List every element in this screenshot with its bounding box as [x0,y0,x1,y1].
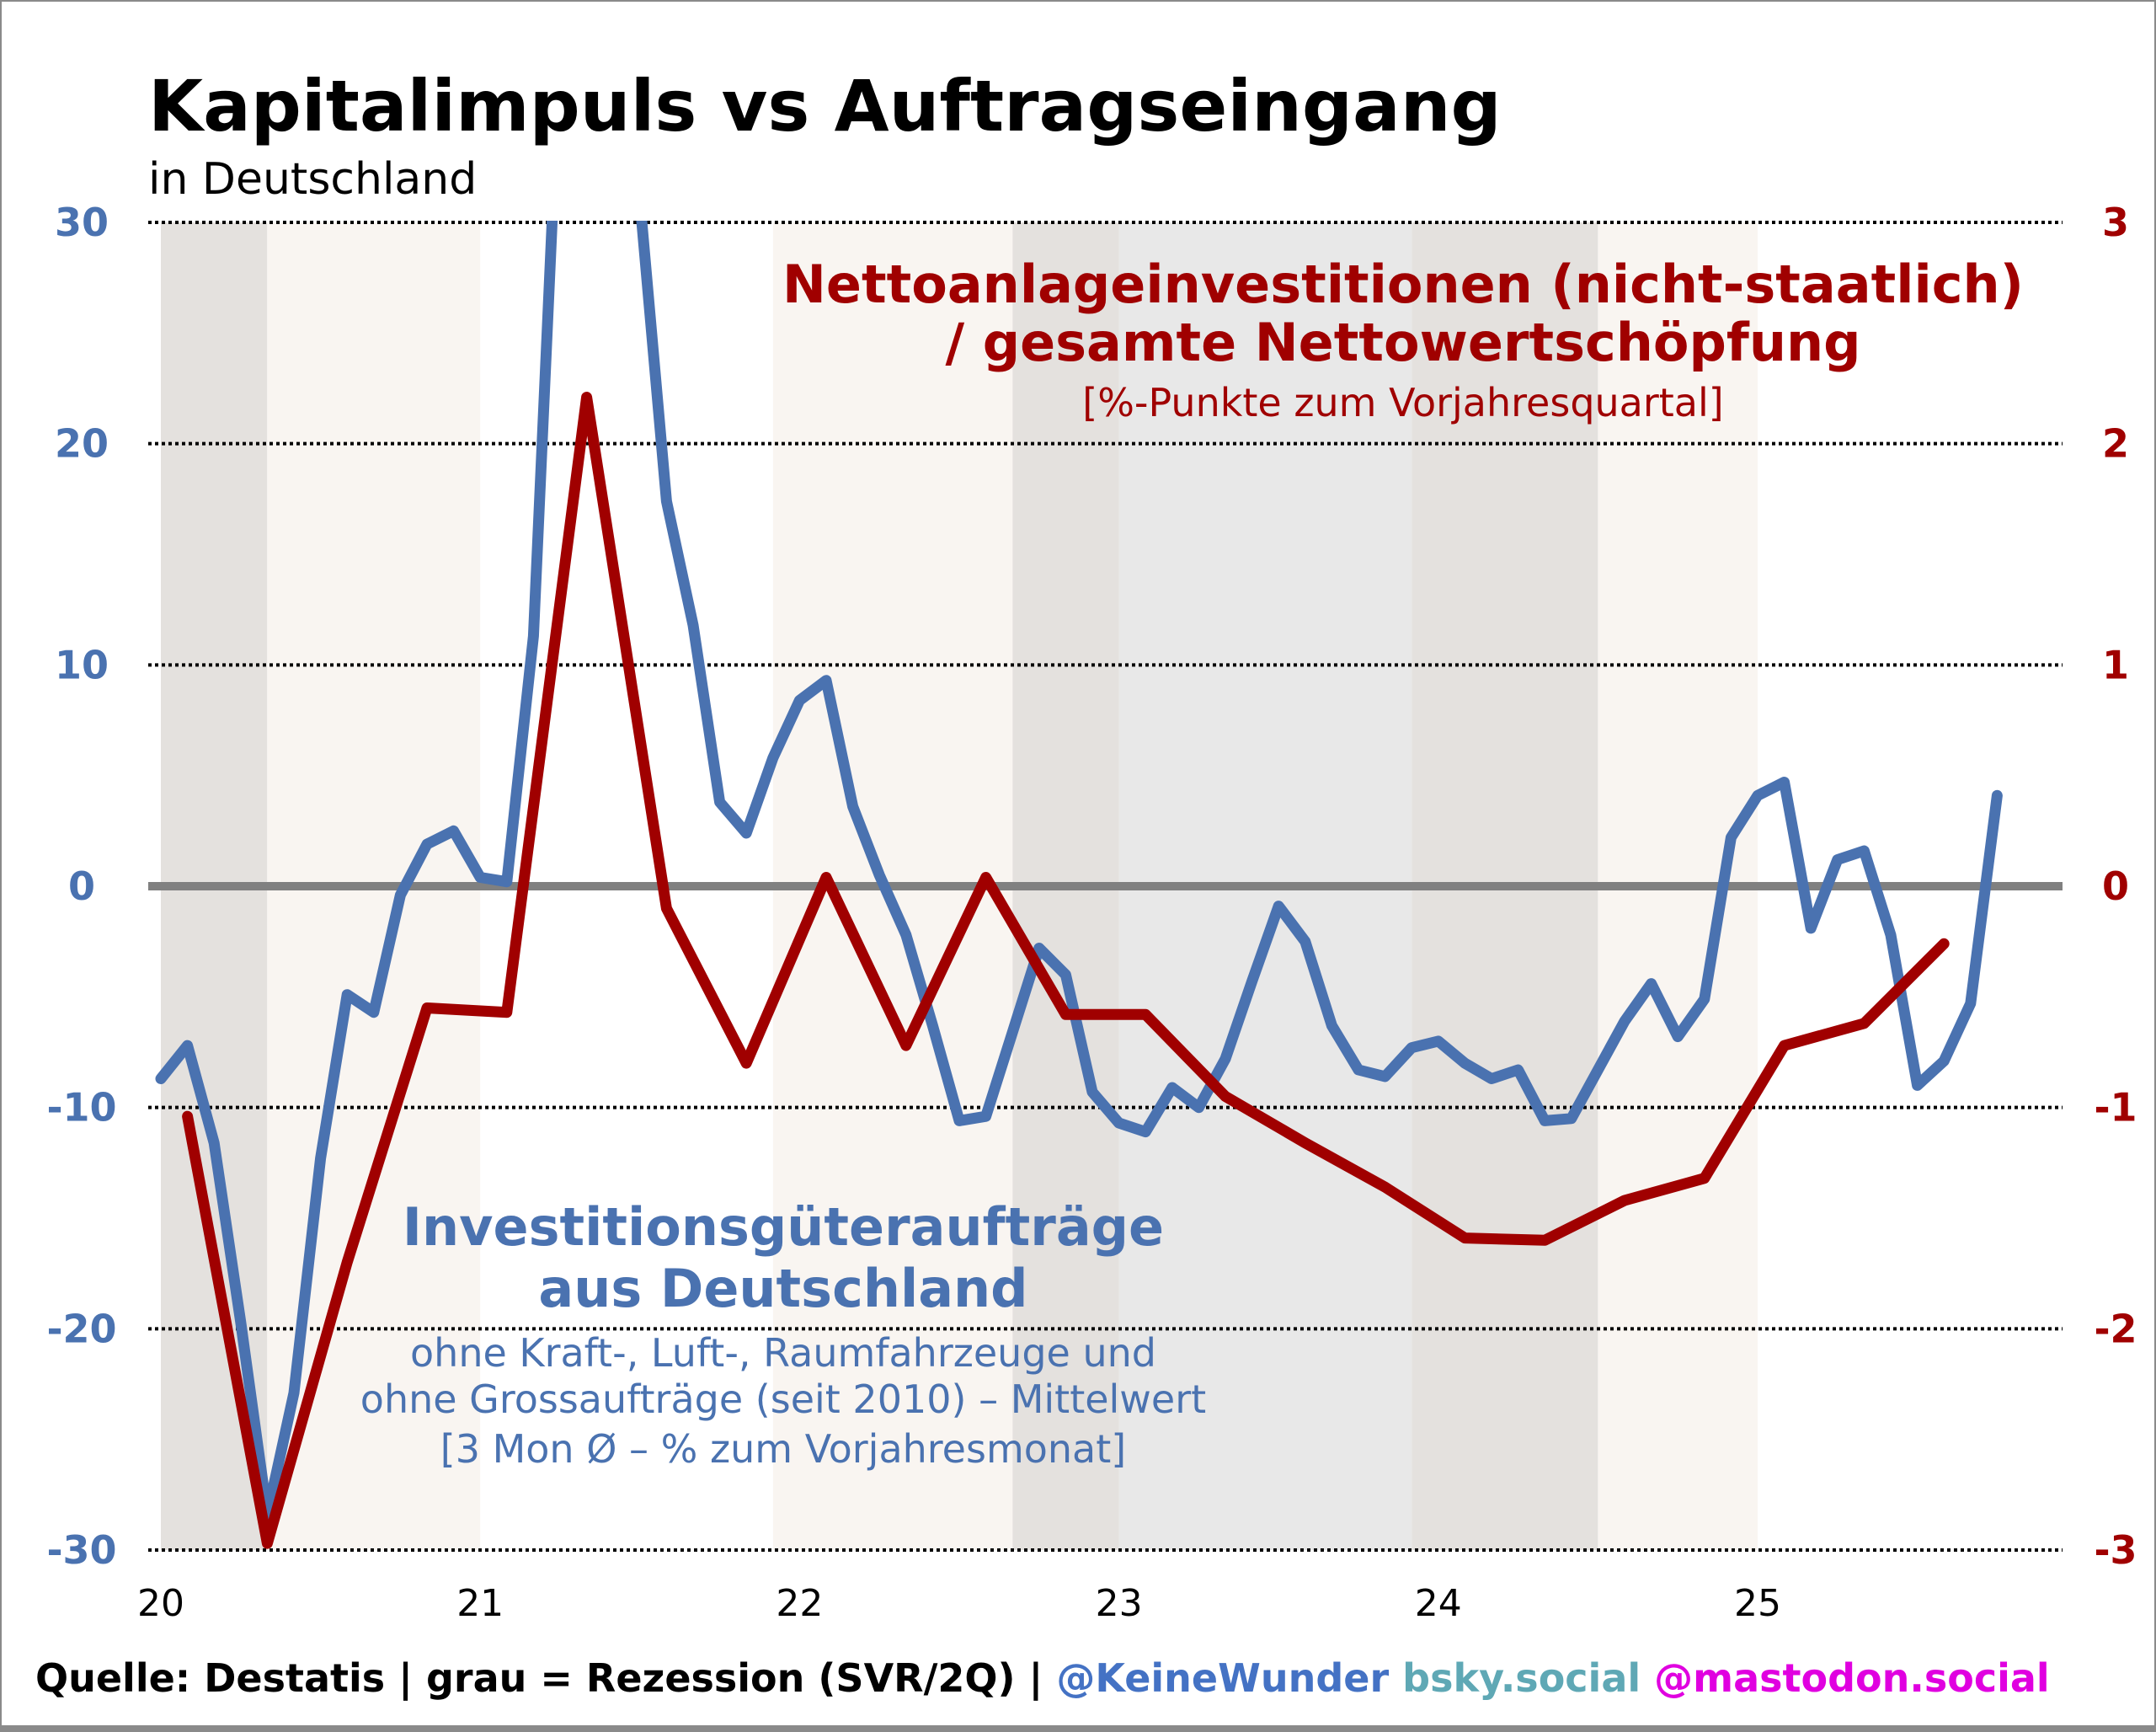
footer-mastodon-link[interactable]: @mastodon.social [1641,1655,2050,1701]
x-tick-label: 22 [776,1582,823,1625]
left-tick-label: 0 [68,863,95,909]
red-series-unit: [%-Punkte zum Vorjahresquartal] [1082,380,1723,425]
red-series-label-1: Nettoanlageinvestitionen (nicht-staatlic… [782,254,2024,315]
right-tick-label: 0 [2102,863,2129,909]
footer-handle-link[interactable]: @KeineWunder [1056,1655,1389,1701]
right-axis: 3 2 1 0 -1 -2 -3 [2094,200,2137,1573]
right-tick-label: -2 [2094,1306,2137,1351]
chart-subtitle: in Deutschland [148,154,477,205]
blue-series-note-2: ohne Grossaufträge (seit 2010) – Mittelw… [360,1377,1206,1422]
x-tick-label: 21 [456,1582,504,1625]
red-series-label-2: / gesamte Nettowertschöpfung [945,312,1860,373]
right-tick-label: 3 [2102,200,2129,245]
x-tick-label: 23 [1096,1582,1143,1625]
x-axis: 20 21 22 23 24 25 [137,1582,1781,1625]
series-lines [155,221,2003,1549]
x-tick-label: 25 [1734,1582,1781,1625]
series-line-nettoanlageinvestitionen [182,392,1950,1549]
x-tick-label: 24 [1415,1582,1462,1625]
footer-source: Quelle: Destatis | grau = Rezession (SVR… [35,1655,1056,1702]
left-tick-label: 30 [55,200,109,245]
blue-series-unit: [3 Mon Ø – % zum Vorjahresmonat] [440,1426,1126,1472]
right-tick-label: 1 [2102,642,2129,687]
gridlines [148,221,2063,1552]
series-line-auftraege [155,221,2003,1521]
footer: Quelle: Destatis | grau = Rezession (SVR… [35,1655,2050,1702]
left-axis: 30 20 10 0 -10 -20 -30 [46,200,116,1573]
left-tick-label: -30 [46,1527,116,1573]
footer-bsky-link[interactable]: bsky.social [1389,1655,1641,1701]
blue-series-note-1: ohne Kraft-, Luft-, Raumfahrzeuge und [410,1330,1156,1376]
right-tick-label: 2 [2102,421,2129,467]
right-tick-label: -1 [2094,1085,2137,1131]
left-tick-label: -10 [46,1085,116,1131]
left-tick-label: 10 [55,642,109,687]
blue-series-label-2: aus Deutschland [538,1258,1027,1319]
left-tick-label: -20 [46,1306,116,1351]
left-tick-label: 20 [55,421,109,467]
blue-series-label-1: Investitionsgüteraufträge [403,1196,1164,1258]
chart-title: Kapitalimpuls vs Auftragseingang [148,65,1502,147]
x-tick-label: 20 [137,1582,184,1625]
right-tick-label: -3 [2094,1527,2137,1573]
